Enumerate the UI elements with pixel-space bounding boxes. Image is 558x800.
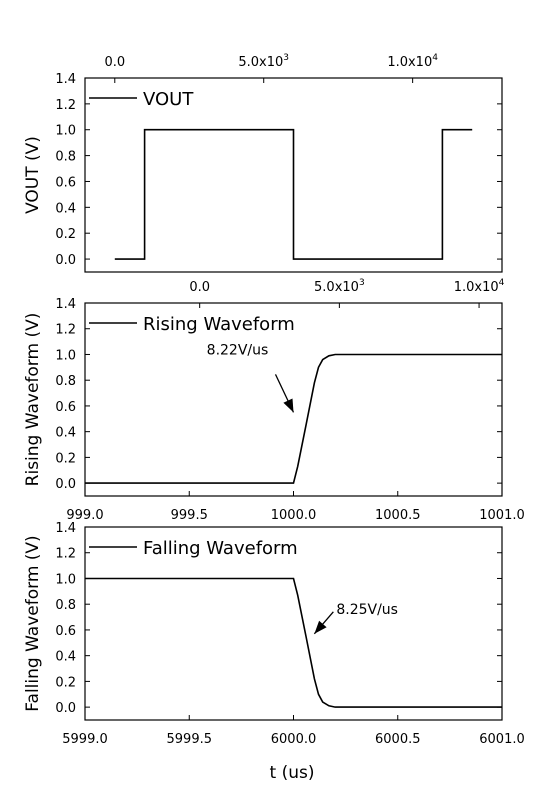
plot-frame: [84, 77, 503, 273]
annotation-label: 8.25V/us: [336, 602, 398, 618]
x-tick-label: 1001.0: [479, 508, 525, 523]
panel-2: 0.0 0.2 0.4 0.6 0.8 1.0 1.2 1.4 0.0 5.0x103 1.0x10…: [23, 278, 525, 523]
y-axis-label: Falling Waveform (V): [23, 535, 43, 711]
x-tick-label: 5999.0: [62, 732, 108, 747]
series-line: [85, 353, 502, 484]
y-tick-label: 0.4: [55, 201, 76, 216]
y-tick-label: 0.0: [55, 701, 76, 716]
panel-1: 0.0 0.2 0.4 0.6 0.8 1.0 1.2 1.4 0.0 5.0x103 1.0x10…: [23, 53, 503, 273]
x-top-tick-label: 5.0x103: [238, 53, 289, 70]
x-tick-label: 1000.5: [375, 508, 421, 523]
x-tick-label: 6000.5: [375, 732, 421, 747]
annotation-arrowhead: [283, 398, 294, 413]
x-axis-label: t (us): [270, 763, 315, 783]
y-tick-label: 0.8: [55, 374, 76, 389]
y-tick-label: 0.0: [55, 253, 76, 268]
x-top-tick-label: 1.0x104: [454, 278, 505, 295]
x-tick-label: 999.5: [171, 508, 208, 523]
y-tick-label: 1.2: [55, 323, 76, 338]
x-top-tick-label: 1.0x104: [387, 53, 438, 70]
y-tick-label: 0.8: [55, 598, 76, 613]
annotation-label: 8.22V/us: [207, 342, 269, 358]
y-tick-label: 0.2: [55, 675, 76, 690]
x-top-tick-label: 0.0: [189, 280, 210, 295]
y-tick-label: 1.0: [55, 348, 76, 363]
x-tick-label: 1000.0: [271, 508, 317, 523]
legend-label: Falling Waveform: [143, 538, 298, 559]
y-tick-label: 1.0: [55, 124, 76, 139]
legend-label: Rising Waveform: [143, 314, 295, 335]
panel-3: 0.0 0.2 0.4 0.6 0.8 1.0 1.2 1.4 5999.0 5999.5 6000…: [23, 521, 525, 747]
y-tick-label: 0.0: [55, 477, 76, 492]
y-tick-label: 0.4: [55, 650, 76, 665]
series-line: [114, 128, 473, 260]
y-tick-label: 1.4: [55, 297, 76, 312]
y-tick-label: 1.2: [55, 547, 76, 562]
y-axis-label: Rising Waveform (V): [23, 313, 43, 487]
x-tick-label: 6001.0: [479, 732, 525, 747]
y-tick-label: 0.6: [55, 400, 76, 415]
x-top-tick-label: 0.0: [104, 55, 125, 70]
x-tick-label: 5999.5: [167, 732, 213, 747]
x-tick-label: 6000.0: [271, 732, 317, 747]
y-tick-label: 1.4: [55, 521, 76, 536]
y-tick-label: 1.4: [55, 72, 76, 87]
series-line: [85, 577, 502, 708]
y-axis-label: VOUT (V): [23, 136, 43, 214]
x-top-tick-label: 5.0x103: [314, 278, 365, 295]
y-tick-label: 1.0: [55, 572, 76, 587]
panels: 0.0 0.2 0.4 0.6 0.8 1.0 1.2 1.4 0.0 5.0x103 1.0x10…: [23, 53, 525, 747]
y-tick-label: 0.4: [55, 426, 76, 441]
y-tick-label: 0.2: [55, 227, 76, 242]
y-tick-label: 0.2: [55, 451, 76, 466]
y-tick-label: 0.6: [55, 175, 76, 190]
annotation-arrowhead: [314, 620, 327, 634]
legend-label: VOUT: [143, 89, 194, 110]
y-tick-label: 1.2: [55, 98, 76, 113]
y-tick-label: 0.6: [55, 624, 76, 639]
y-tick-label: 0.8: [55, 150, 76, 165]
x-tick-label: 999.0: [66, 508, 103, 523]
